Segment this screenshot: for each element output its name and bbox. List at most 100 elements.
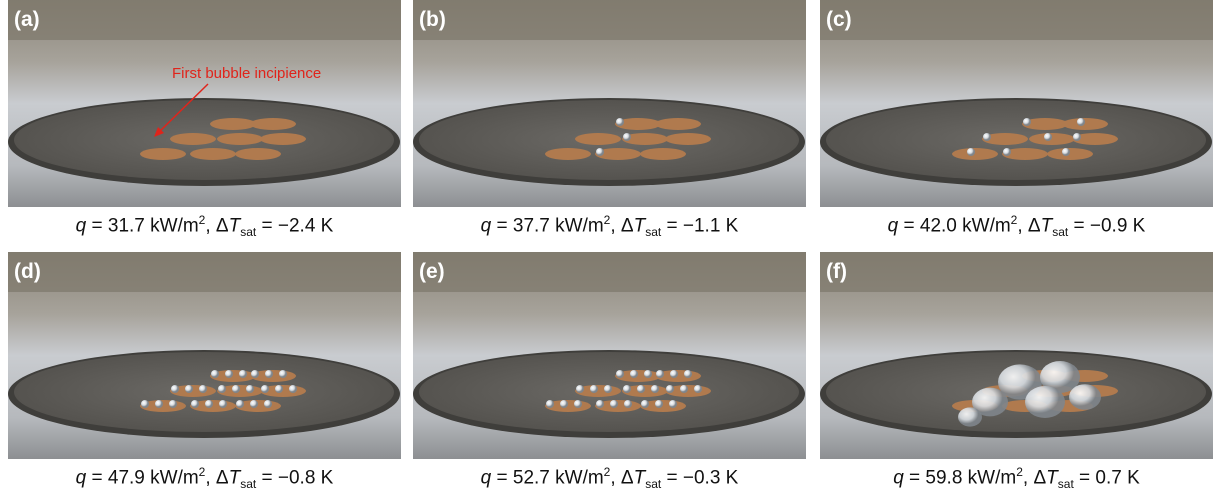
panel: (d)q = 47.9 kW/m2, ΔTsat = −0.8 K (8, 252, 401, 491)
text: = −0.3 K (661, 467, 738, 488)
subscript: sat (645, 225, 661, 239)
bubble (644, 370, 652, 378)
caption: q = 52.7 kW/m2, ΔTsat = −0.3 K (413, 465, 806, 491)
heater (140, 148, 186, 160)
panel-label: (b) (419, 8, 446, 31)
heater (235, 148, 281, 160)
bubble (289, 385, 297, 393)
symbol: T (634, 215, 646, 236)
heater (217, 133, 263, 145)
bubble (651, 385, 659, 393)
symbol: q (893, 467, 904, 488)
caption: q = 37.7 kW/m2, ΔTsat = −1.1 K (413, 213, 806, 239)
bubble (246, 385, 254, 393)
wall (8, 0, 401, 40)
bubble (656, 370, 664, 378)
bubble (1003, 148, 1011, 156)
symbol: T (229, 467, 241, 488)
bubble (218, 385, 226, 393)
bubble (637, 385, 645, 393)
bubble (265, 370, 273, 378)
photo: (c) (820, 0, 1213, 207)
symbol: T (229, 215, 241, 236)
heater (640, 148, 686, 160)
text: = 31.7 kW/m (86, 215, 198, 236)
wall (820, 0, 1213, 40)
bubble (610, 400, 618, 408)
heater (952, 148, 998, 160)
panel: (c)q = 42.0 kW/m2, ΔTsat = −0.9 K (820, 0, 1213, 239)
bubble (574, 400, 582, 408)
wall (820, 252, 1213, 292)
bubble (958, 407, 982, 426)
symbol: T (1041, 215, 1053, 236)
text: = −2.4 K (256, 215, 333, 236)
wall (8, 252, 401, 292)
bubble (623, 385, 631, 393)
bubble (623, 133, 631, 141)
bubble (616, 370, 624, 378)
symbol: q (76, 215, 87, 236)
bubble (596, 400, 604, 408)
bubble (250, 400, 258, 408)
bubble (1073, 133, 1081, 141)
bubble (191, 400, 199, 408)
text: = 47.9 kW/m (86, 467, 198, 488)
bubble (983, 133, 991, 141)
annotation: First bubble incipience (172, 65, 321, 82)
text: , Δ (610, 467, 633, 488)
heater (1047, 148, 1093, 160)
bubble (141, 400, 149, 408)
text: = 37.7 kW/m (491, 215, 603, 236)
bubble (684, 370, 692, 378)
heater (655, 118, 701, 130)
text: = −1.1 K (661, 215, 738, 236)
text: = −0.8 K (256, 467, 333, 488)
text: , Δ (205, 215, 228, 236)
bubble (236, 400, 244, 408)
bubble (596, 148, 604, 156)
subscript: sat (645, 477, 661, 491)
subscript: sat (240, 225, 256, 239)
panel-label: (f) (826, 260, 847, 283)
bubble (1077, 118, 1085, 126)
bubble (546, 400, 554, 408)
photo: (d) (8, 252, 401, 459)
photo: (b) (413, 0, 806, 207)
bubble (219, 400, 227, 408)
heater (210, 118, 256, 130)
bubble (641, 400, 649, 408)
panel-label: (c) (826, 8, 852, 31)
panel: (b) q = 37.7 kW/m2, ΔTsat = −1.1 K (413, 0, 806, 239)
panel-label: (e) (419, 260, 445, 283)
heater (190, 148, 236, 160)
bubble (680, 385, 688, 393)
photo: (a)First bubble incipience (8, 0, 401, 207)
bubble (199, 385, 207, 393)
bubble (261, 385, 269, 393)
text: , Δ (1023, 467, 1046, 488)
wall (413, 0, 806, 40)
bubble (630, 370, 638, 378)
bubble (1044, 133, 1052, 141)
panel: (e) q = 52.7 kW/m2, ΔTsat = −0.3 K (413, 252, 806, 491)
subscript: sat (240, 477, 256, 491)
bubble (694, 385, 702, 393)
bubble (624, 400, 632, 408)
bubble (232, 385, 240, 393)
photo: (e) (413, 252, 806, 459)
text: = −0.9 K (1068, 215, 1145, 236)
bubble (576, 385, 584, 393)
bubble (279, 370, 287, 378)
panel-label: (d) (14, 260, 41, 283)
bubble (655, 400, 663, 408)
bubble (239, 370, 247, 378)
bubble (264, 400, 272, 408)
panel: (f)q = 59.8 kW/m2, ΔTsat = 0.7 K (820, 252, 1213, 491)
bubble (205, 400, 213, 408)
bubble (155, 400, 163, 408)
text: = 59.8 kW/m (904, 467, 1016, 488)
symbol: q (76, 467, 87, 488)
heater (1029, 133, 1075, 145)
bubble (1023, 118, 1031, 126)
